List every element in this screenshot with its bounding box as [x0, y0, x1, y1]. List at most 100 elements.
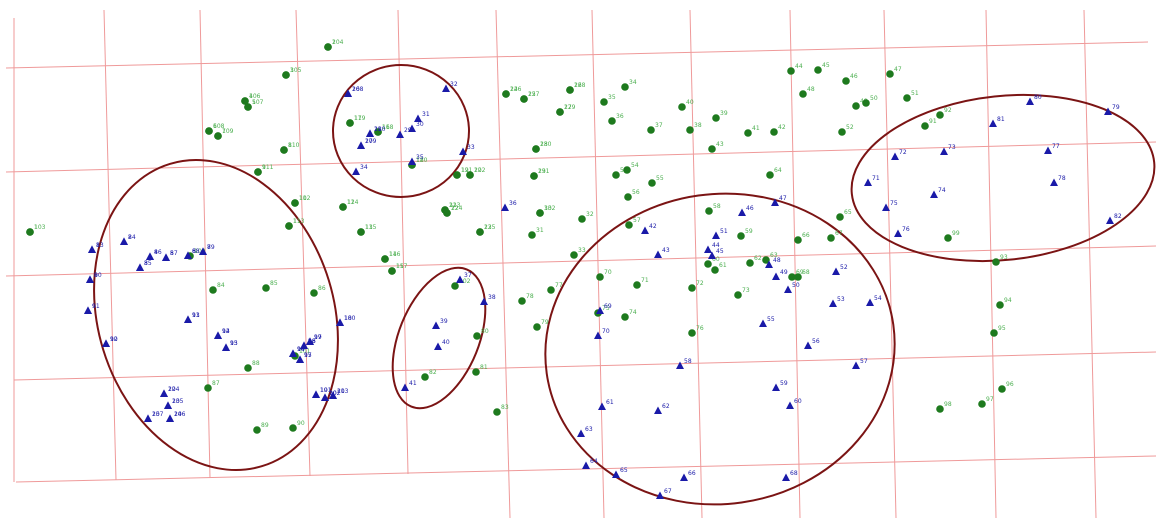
plot-point: 92	[102, 336, 118, 347]
tree-point: 54	[623, 162, 639, 174]
tree-point: 86	[310, 285, 326, 297]
circle-icon	[624, 193, 632, 201]
circle-icon	[788, 273, 796, 281]
tree-point: 38	[686, 122, 702, 134]
circle-icon	[310, 289, 318, 297]
tree-label: 94	[1004, 297, 1012, 304]
grid-line-v	[883, 9, 897, 519]
plot-label: 107	[152, 411, 164, 418]
tree-point: 130	[532, 141, 552, 153]
circle-icon	[936, 405, 944, 413]
plot-label: 53	[837, 296, 845, 303]
plot-label: 63	[585, 426, 593, 433]
tree-label: 65	[844, 209, 852, 216]
triangle-icon	[738, 208, 746, 216]
plot-label: 64	[590, 458, 598, 465]
plot-label: 105	[172, 398, 184, 405]
plot-label: 50	[792, 282, 800, 289]
tree-label: 52	[846, 124, 854, 131]
triangle-icon	[456, 275, 464, 283]
tree-label: 84	[217, 282, 225, 289]
circle-icon	[737, 232, 745, 240]
grid-line-v	[689, 9, 703, 519]
tree-point: 87	[204, 380, 220, 392]
plot-point: 74	[930, 187, 946, 198]
circle-icon	[473, 332, 481, 340]
tree-label: 72	[696, 280, 704, 287]
cluster-ellipses	[93, 64, 1156, 506]
plot-point: 31	[414, 111, 430, 122]
tree-label: 109	[222, 128, 234, 135]
circle-icon	[836, 213, 844, 221]
triangle-icon	[676, 361, 684, 369]
plot-label: 68	[790, 470, 798, 477]
tree-point: 125	[476, 224, 496, 236]
plot-point: 34	[352, 164, 368, 175]
triangle-icon	[199, 247, 207, 255]
plot-label: 82	[1114, 213, 1122, 220]
plot-point: 62	[654, 403, 670, 414]
plot-label: 14	[297, 346, 305, 353]
circle-icon	[556, 108, 564, 116]
tree-label: 106	[249, 93, 261, 100]
triangle-icon	[102, 339, 110, 347]
triangle-icon	[336, 318, 344, 326]
circle-icon	[502, 90, 510, 98]
tree-label: 39	[720, 110, 728, 117]
tree-label: 127	[528, 91, 540, 98]
circle-icon	[936, 111, 944, 119]
plot-label: 84	[128, 234, 136, 241]
tree-label: 34	[629, 79, 637, 86]
plot-point: 43	[654, 247, 670, 258]
triangle-icon	[784, 285, 792, 293]
triangle-icon	[408, 124, 416, 132]
triangle-icon	[804, 341, 812, 349]
tree-label: 25	[528, 91, 536, 98]
tree-point: 48	[799, 86, 815, 98]
tree-label: 61	[719, 262, 727, 269]
circle-icon	[254, 168, 262, 176]
plot-point: 57	[852, 358, 868, 369]
triangle-icon	[296, 355, 304, 363]
circle-icon	[443, 209, 451, 217]
tree-label: 89	[261, 422, 269, 429]
plot-label: 3	[144, 260, 148, 267]
plot-point: 46	[738, 205, 754, 216]
plot-label: 1	[96, 242, 100, 249]
plot-point: 33	[459, 144, 475, 155]
tree-label: 51	[911, 90, 919, 97]
plot-point: 109	[357, 138, 377, 149]
plot-point: 84	[120, 234, 136, 245]
tree-label: 17	[354, 115, 362, 122]
circle-icon	[852, 102, 860, 110]
circle-icon	[244, 364, 252, 372]
plot-point: 47	[771, 195, 787, 206]
triangle-icon	[306, 337, 314, 345]
tree-point: 98	[936, 401, 952, 413]
tree-label: 80	[481, 328, 489, 335]
circle-icon	[570, 251, 578, 259]
circle-icon	[678, 103, 686, 111]
tree-point: 41	[744, 125, 760, 137]
tree-point: 79	[533, 319, 549, 331]
plot-point: 80	[1026, 94, 1042, 105]
tree-point: 36	[608, 113, 624, 125]
tree-label: 81	[480, 364, 488, 371]
plot-point: 42	[641, 223, 657, 234]
tree-label: 37	[655, 122, 663, 129]
plot-label: 86	[154, 249, 162, 256]
circle-icon	[734, 291, 742, 299]
plot-label: 101	[320, 387, 332, 394]
triangle-icon	[164, 401, 172, 409]
plot-label: 67	[664, 488, 672, 495]
plot-label: 106	[174, 411, 186, 418]
plot-point: 64	[582, 458, 598, 469]
plot-label: 5	[170, 250, 174, 257]
tree-label: 69	[796, 269, 804, 276]
tree-label: 86	[318, 285, 326, 292]
plot-label: 104	[168, 386, 180, 393]
plot-point: 94	[214, 328, 230, 339]
circle-icon	[339, 203, 347, 211]
circle-icon	[285, 222, 293, 230]
triangle-icon	[598, 402, 606, 410]
